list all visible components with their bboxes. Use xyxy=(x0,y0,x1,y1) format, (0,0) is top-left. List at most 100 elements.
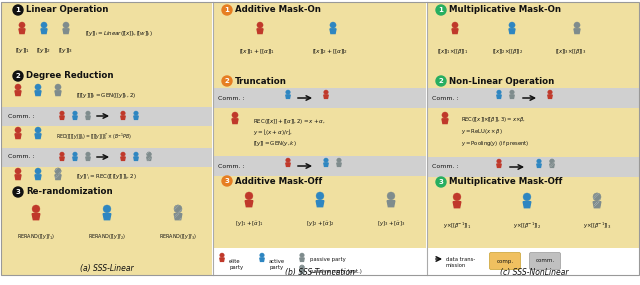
Polygon shape xyxy=(300,270,304,273)
Text: $[\![y]\!] = \mathrm{GEN}(y, k)$: $[\![y]\!] = \mathrm{GEN}(y, k)$ xyxy=(253,139,297,148)
Polygon shape xyxy=(593,202,601,208)
Circle shape xyxy=(222,76,232,86)
Polygon shape xyxy=(387,201,395,207)
Circle shape xyxy=(537,159,541,164)
Bar xyxy=(427,108,639,157)
Circle shape xyxy=(574,22,580,28)
Polygon shape xyxy=(35,91,41,95)
Bar xyxy=(213,108,426,156)
Circle shape xyxy=(121,152,125,156)
Text: $[\![y]\!]_i = \mathit{Linear}([\![x]\!]_i, [\![w]\!]_i)$: $[\![y]\!]_i = \mathit{Linear}([\![x]\!]… xyxy=(85,30,153,38)
Text: $y = \lfloor (x + \alpha)/r \rfloor,$: $y = \lfloor (x + \alpha)/r \rfloor,$ xyxy=(253,127,292,137)
Circle shape xyxy=(134,152,138,156)
Text: 2: 2 xyxy=(438,78,444,84)
Text: $[\![x]\!]_2 + [\![\alpha]\!]_2$: $[\![x]\!]_2 + [\![\alpha]\!]_2$ xyxy=(312,47,348,56)
Bar xyxy=(213,2,426,76)
Text: 2: 2 xyxy=(15,73,20,79)
Polygon shape xyxy=(442,119,448,124)
Polygon shape xyxy=(510,95,514,98)
Polygon shape xyxy=(245,201,253,207)
Circle shape xyxy=(324,90,328,95)
Circle shape xyxy=(220,253,224,257)
Circle shape xyxy=(593,193,601,201)
Circle shape xyxy=(245,192,253,200)
Bar xyxy=(427,88,639,108)
Polygon shape xyxy=(134,116,138,119)
Circle shape xyxy=(300,265,304,270)
Text: Re-randomization: Re-randomization xyxy=(26,188,113,196)
Circle shape xyxy=(497,90,501,95)
Text: $\mathrm{RERAND}([\![y]\!]'_3)$: $\mathrm{RERAND}([\![y]\!]'_3)$ xyxy=(159,233,197,242)
Polygon shape xyxy=(19,29,25,34)
Text: Comm. :: Comm. : xyxy=(8,113,35,119)
Text: $\mathrm{REC}([\![x]\!]+[\![\alpha]\!], 2) = x + \alpha,$: $\mathrm{REC}([\![x]\!]+[\![\alpha]\!], … xyxy=(253,117,326,125)
Bar xyxy=(427,177,639,248)
Polygon shape xyxy=(147,157,151,160)
Circle shape xyxy=(35,168,41,174)
Text: 3: 3 xyxy=(225,178,229,184)
Bar xyxy=(213,156,426,176)
Text: passive party (opt.): passive party (opt.) xyxy=(310,269,362,274)
Circle shape xyxy=(15,168,21,174)
Circle shape xyxy=(121,111,125,115)
Polygon shape xyxy=(73,157,77,160)
Circle shape xyxy=(509,22,515,28)
Circle shape xyxy=(60,111,64,115)
Text: active
party: active party xyxy=(269,259,285,270)
Circle shape xyxy=(13,187,23,197)
Polygon shape xyxy=(41,29,47,34)
Bar xyxy=(1,167,212,186)
Polygon shape xyxy=(260,258,264,261)
Circle shape xyxy=(550,159,554,164)
Circle shape xyxy=(13,5,23,15)
Text: Multiplicative Mask-Off: Multiplicative Mask-Off xyxy=(449,178,563,186)
Text: Degree Reduction: Degree Reduction xyxy=(26,72,113,80)
Text: comm.: comm. xyxy=(536,258,555,264)
Text: $y{\times}[\![\beta^{-1}]\!]_3$: $y{\times}[\![\beta^{-1}]\!]_3$ xyxy=(583,221,611,231)
Bar xyxy=(427,248,639,275)
Circle shape xyxy=(436,5,446,15)
Polygon shape xyxy=(121,116,125,119)
Circle shape xyxy=(509,90,515,95)
Circle shape xyxy=(285,158,291,162)
Polygon shape xyxy=(316,201,324,207)
Circle shape xyxy=(35,127,41,133)
FancyBboxPatch shape xyxy=(529,253,561,270)
Circle shape xyxy=(442,112,448,118)
Text: Non-Linear Operation: Non-Linear Operation xyxy=(449,76,554,86)
Text: (a) SSS-Linear: (a) SSS-Linear xyxy=(80,264,134,272)
Polygon shape xyxy=(537,164,541,167)
Text: $y = \mathrm{Pooling}(y)$ (if present): $y = \mathrm{Pooling}(y)$ (if present) xyxy=(461,139,529,148)
Circle shape xyxy=(324,158,328,162)
Circle shape xyxy=(32,205,40,213)
Polygon shape xyxy=(35,175,41,180)
Circle shape xyxy=(86,152,90,156)
Polygon shape xyxy=(257,29,263,34)
Polygon shape xyxy=(86,116,90,119)
Text: $[\![y]\!]'_i = \mathrm{REC}([\![[\![y]\!]]\!]_i, 2)$: $[\![y]\!]'_i = \mathrm{REC}([\![[\![y]\… xyxy=(76,172,137,182)
Polygon shape xyxy=(337,163,341,166)
Polygon shape xyxy=(497,95,501,98)
Polygon shape xyxy=(324,95,328,98)
Polygon shape xyxy=(550,164,554,167)
Text: data trans-
mission: data trans- mission xyxy=(446,257,476,268)
Circle shape xyxy=(73,111,77,115)
Text: 1: 1 xyxy=(225,7,229,13)
Text: 2: 2 xyxy=(225,78,229,84)
Circle shape xyxy=(330,22,336,28)
Text: $[\![y]\!]_3$: $[\![y]\!]_3$ xyxy=(58,46,74,55)
Circle shape xyxy=(300,253,304,257)
Polygon shape xyxy=(509,29,515,34)
Text: $\mathrm{RERAND}([\![y]\!]'_1)$: $\mathrm{RERAND}([\![y]\!]'_1)$ xyxy=(17,233,55,242)
Bar xyxy=(213,88,426,108)
Polygon shape xyxy=(15,134,21,139)
Circle shape xyxy=(63,22,69,28)
Bar xyxy=(1,83,212,107)
Text: 3: 3 xyxy=(15,189,20,195)
Polygon shape xyxy=(453,202,461,208)
Polygon shape xyxy=(60,116,64,119)
Text: $y{\times}[\![\beta^{-1}]\!]_2$: $y{\times}[\![\beta^{-1}]\!]_2$ xyxy=(513,221,541,231)
Polygon shape xyxy=(15,91,21,95)
Polygon shape xyxy=(497,164,501,167)
Polygon shape xyxy=(63,29,69,34)
